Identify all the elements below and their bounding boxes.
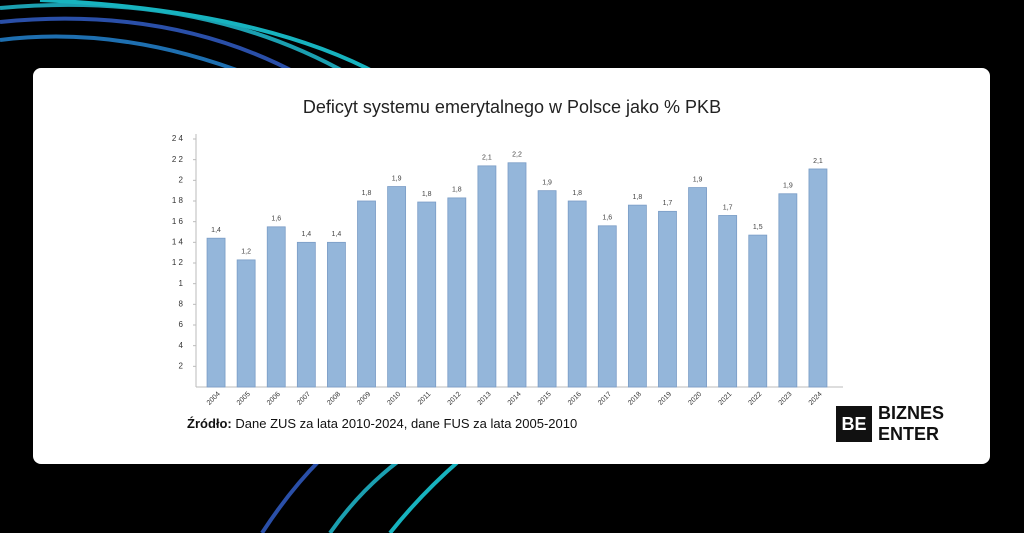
chart-title: Deficyt systemu emerytalnego w Polsce ja…	[303, 97, 721, 117]
y-tick-label: 2	[179, 175, 184, 184]
bar	[567, 200, 587, 388]
source-note: Źródło: Dane ZUS za lata 2010-2024, dane…	[187, 416, 577, 431]
data-label: 1,2	[241, 249, 251, 256]
bar	[748, 234, 768, 388]
data-label: 1,4	[301, 231, 311, 238]
bar	[387, 186, 407, 388]
data-label: 1,9	[693, 176, 703, 183]
y-tick-label: 1	[179, 279, 184, 288]
logo-text: ENTER	[878, 424, 939, 444]
bar	[537, 190, 557, 388]
decor-arcs	[0, 0, 462, 533]
y-tick-label: 2	[179, 361, 184, 370]
data-label: 1,5	[753, 224, 763, 231]
bar	[266, 226, 286, 388]
bar	[327, 241, 346, 388]
data-label: 1,7	[663, 200, 673, 207]
y-tick-label: 4	[179, 341, 184, 350]
y-tick-label: 6	[179, 320, 184, 329]
bar	[236, 259, 256, 388]
bar	[357, 200, 376, 388]
bar	[296, 241, 316, 388]
bar	[808, 168, 828, 388]
data-label: 2,1	[813, 158, 823, 165]
bar	[507, 162, 527, 388]
data-label: 1,9	[783, 183, 793, 190]
data-label: 1,8	[572, 190, 582, 197]
data-label: 1,8	[362, 190, 372, 197]
data-label: 1,6	[602, 215, 612, 222]
y-tick-label: 1 2	[172, 258, 184, 267]
bar	[477, 165, 497, 388]
logo-mark: BE	[841, 414, 866, 434]
bar	[778, 193, 798, 388]
bar	[627, 204, 647, 388]
y-tick-label: 2 2	[172, 155, 184, 164]
bar	[206, 237, 226, 388]
data-label: 2,2	[512, 152, 522, 159]
data-label: 1,4	[211, 227, 221, 234]
bar	[688, 187, 707, 388]
y-tick-label: 1 4	[172, 237, 184, 246]
source-text: Dane ZUS za lata 2010-2024, dane FUS za …	[232, 416, 577, 431]
data-label: 1,6	[271, 216, 281, 223]
y-tick-label: 2 4	[172, 134, 184, 143]
logo-text: BIZNES	[878, 403, 944, 423]
data-label: 1,7	[723, 204, 733, 211]
y-tick-label: 1 8	[172, 196, 184, 205]
bar	[718, 215, 738, 388]
data-label: 1,9	[392, 175, 402, 182]
data-label: 1,8	[452, 187, 462, 194]
data-label: 2,1	[482, 155, 492, 162]
y-tick-label: 1 6	[172, 217, 184, 226]
bar	[597, 225, 617, 388]
data-label: 1,9	[542, 180, 552, 187]
data-label: 1,8	[422, 191, 432, 198]
source-label: Źródło:	[187, 416, 232, 431]
logo-box	[836, 406, 872, 442]
bar	[447, 197, 467, 388]
bar	[417, 201, 437, 388]
y-tick-label: 8	[179, 299, 184, 308]
data-label: 1,4	[332, 231, 342, 238]
data-label: 1,8	[633, 194, 643, 201]
bar	[658, 210, 677, 388]
